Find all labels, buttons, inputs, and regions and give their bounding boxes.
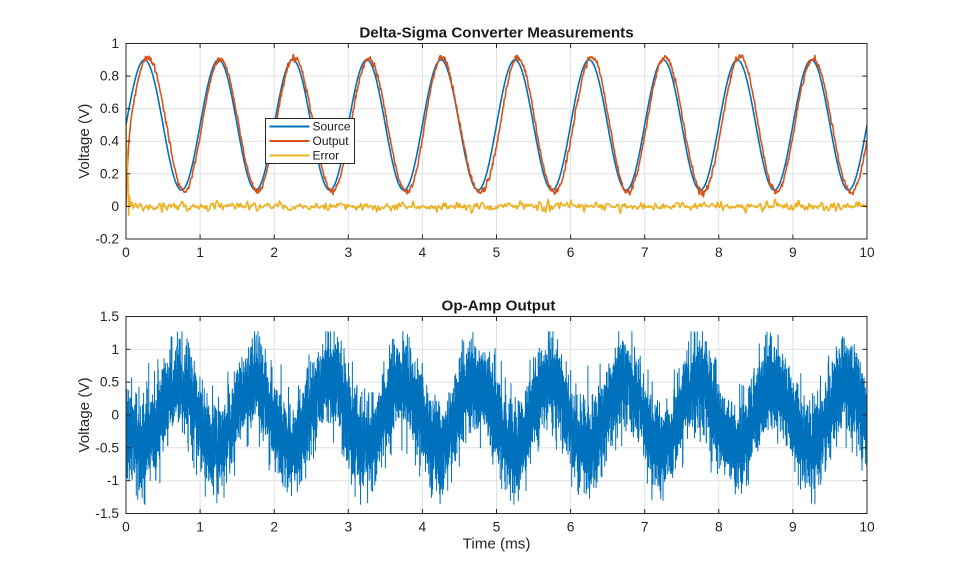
svg-text:0.8: 0.8 [100,69,120,84]
svg-text:Time (ms): Time (ms) [463,536,531,553]
svg-text:-0.5: -0.5 [95,440,119,455]
svg-text:7: 7 [641,520,649,535]
svg-text:7: 7 [641,245,649,260]
svg-text:-1: -1 [107,473,119,488]
svg-text:-1.5: -1.5 [95,506,119,521]
svg-text:Voltage (V): Voltage (V) [76,104,93,179]
svg-text:0.2: 0.2 [100,166,119,181]
svg-text:Output: Output [313,134,350,148]
svg-text:0: 0 [111,408,119,423]
svg-text:8: 8 [715,520,723,535]
svg-text:4: 4 [419,245,427,260]
svg-text:6: 6 [567,245,575,260]
svg-text:0: 0 [122,245,130,260]
svg-text:6: 6 [567,520,575,535]
svg-text:1: 1 [196,245,204,260]
svg-text:1.5: 1.5 [100,309,120,324]
svg-text:0: 0 [111,199,119,214]
svg-text:2: 2 [270,245,278,260]
svg-text:Error: Error [313,149,340,163]
svg-text:1: 1 [196,520,204,535]
svg-text:5: 5 [493,245,501,260]
svg-text:3: 3 [344,245,352,260]
svg-text:9: 9 [789,520,797,535]
svg-text:0.5: 0.5 [100,375,120,390]
svg-text:0.4: 0.4 [100,134,120,149]
svg-text:2: 2 [270,520,278,535]
svg-text:0.6: 0.6 [100,101,120,116]
svg-text:Source: Source [313,120,351,134]
svg-text:1: 1 [111,342,119,357]
svg-text:5: 5 [493,520,501,535]
svg-text:9: 9 [789,245,797,260]
svg-text:-0.2: -0.2 [95,232,119,247]
svg-text:3: 3 [344,520,352,535]
svg-text:10: 10 [859,520,875,535]
svg-text:0: 0 [122,520,130,535]
svg-text:1: 1 [111,36,119,51]
svg-text:Voltage (V): Voltage (V) [76,377,93,452]
svg-text:4: 4 [419,520,427,535]
svg-text:Op-Amp Output: Op-Amp Output [442,298,556,315]
svg-text:8: 8 [715,245,723,260]
svg-text:10: 10 [859,245,875,260]
svg-text:Delta-Sigma Converter Measurem: Delta-Sigma Converter Measurements [359,25,633,42]
